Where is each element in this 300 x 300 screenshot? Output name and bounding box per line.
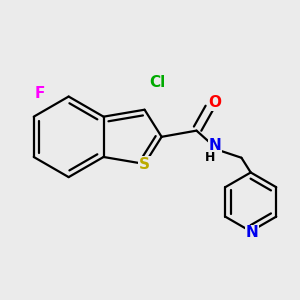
- Text: F: F: [35, 86, 45, 101]
- Text: N: N: [209, 138, 221, 153]
- Text: Cl: Cl: [150, 75, 166, 90]
- Text: N: N: [246, 225, 259, 240]
- Text: H: H: [205, 151, 216, 164]
- Text: S: S: [139, 157, 150, 172]
- Text: O: O: [208, 95, 221, 110]
